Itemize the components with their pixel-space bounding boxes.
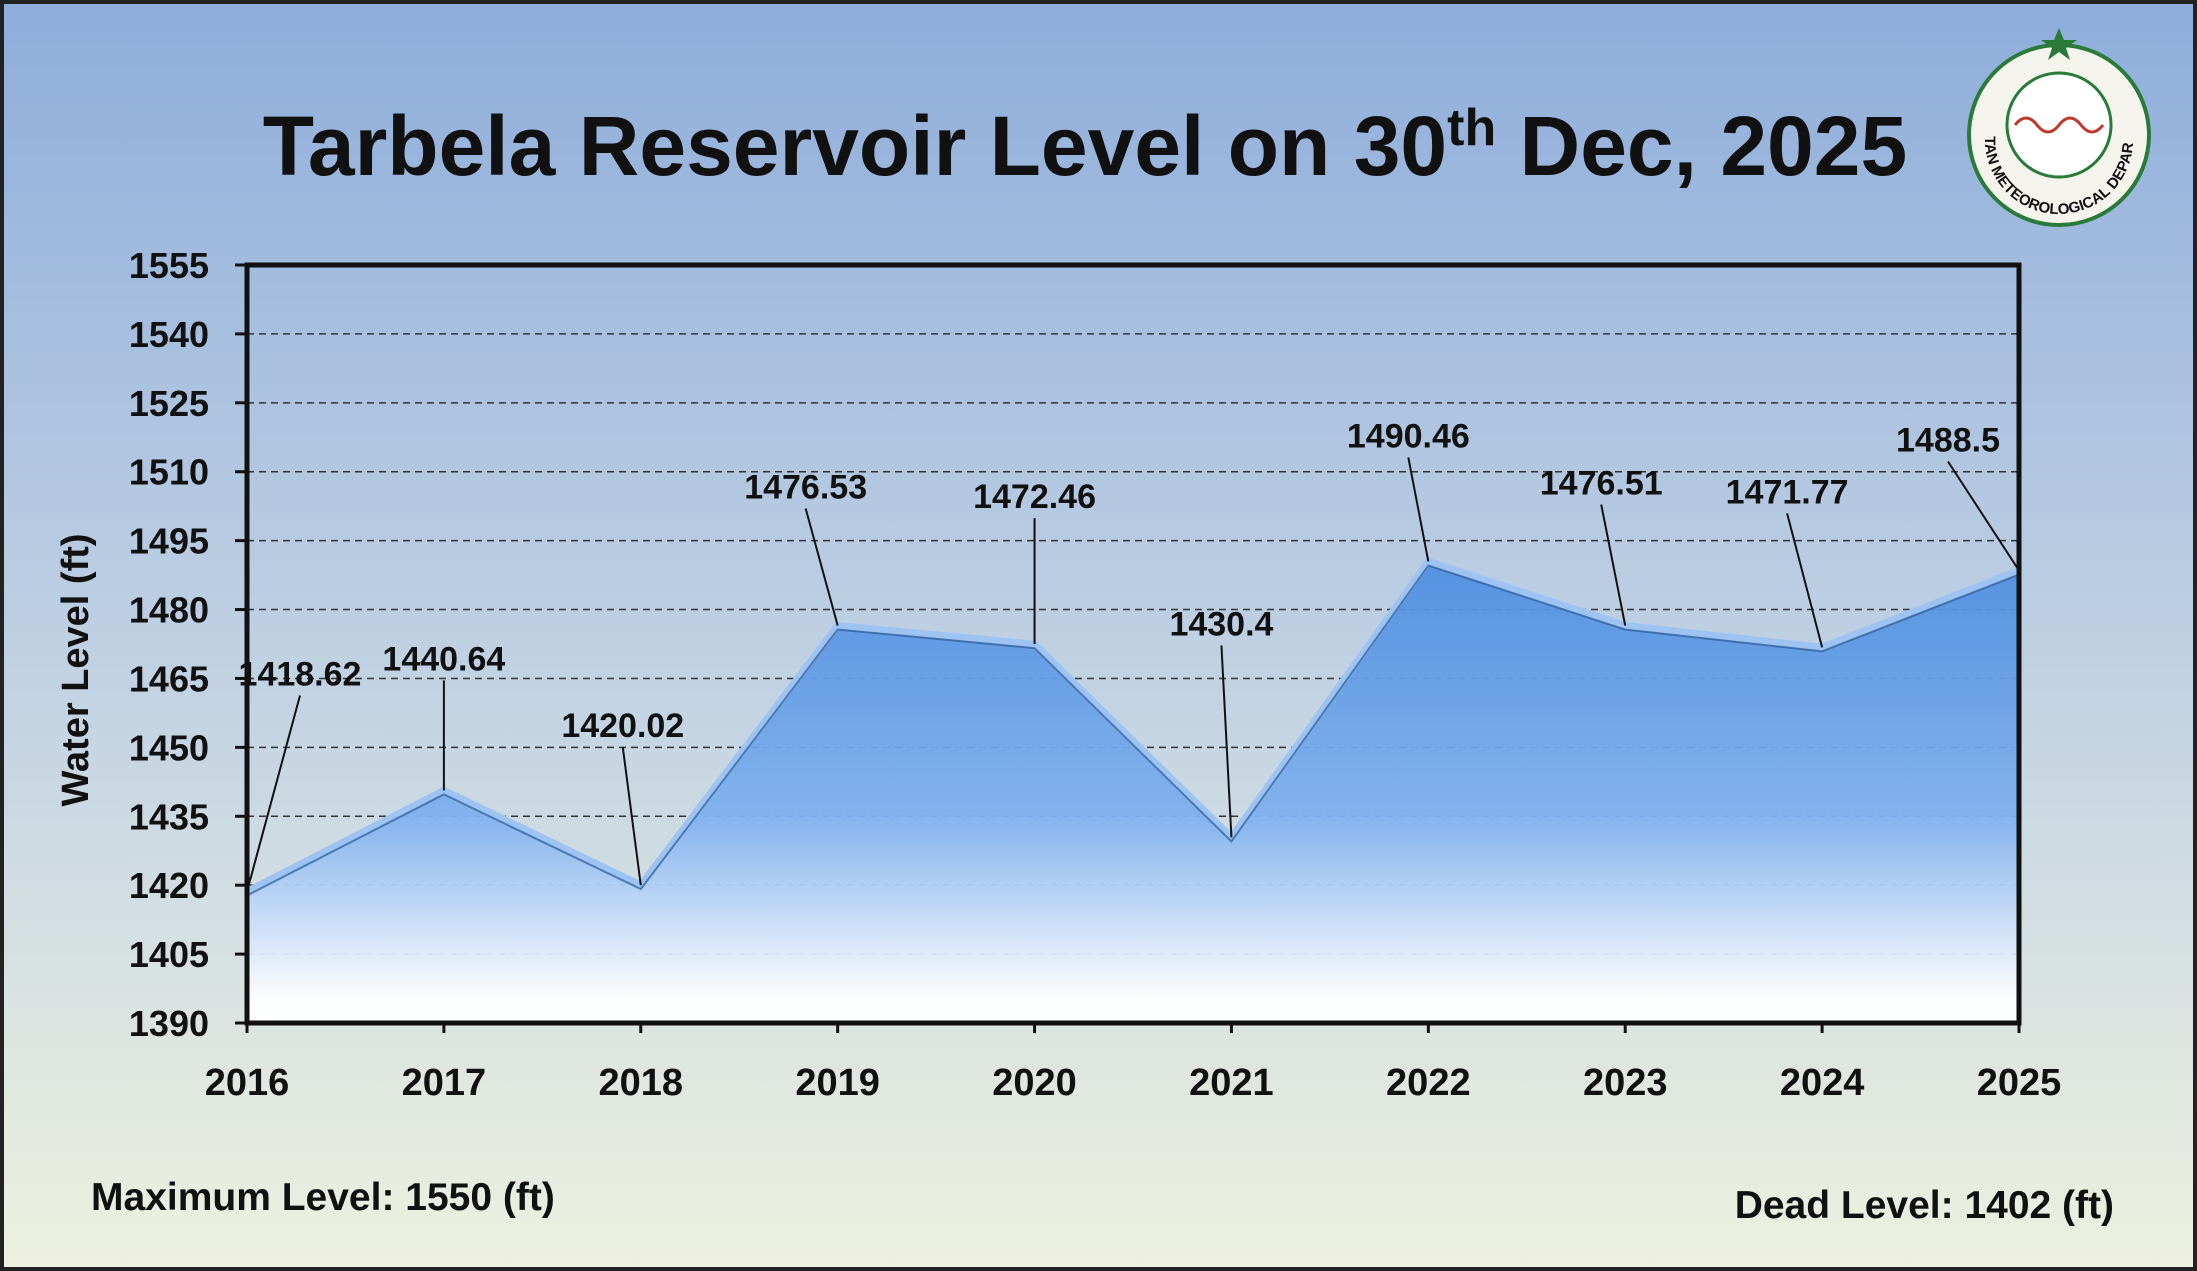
- y-tick-label: 1465: [129, 658, 209, 699]
- leader-line: [1407, 457, 1430, 562]
- data-label: 1430.4: [1169, 605, 1273, 643]
- data-label: 1471.77: [1726, 473, 1849, 511]
- area: [247, 561, 2019, 1023]
- data-label: 1476.53: [744, 468, 867, 506]
- x-tick-label: 2024: [1780, 1062, 1865, 1104]
- data-label: 1420.02: [561, 707, 684, 745]
- leader-line: [246, 695, 301, 892]
- x-tick-label: 2022: [1386, 1062, 1471, 1104]
- y-tick-label: 1540: [129, 314, 209, 355]
- y-tick-label: 1525: [129, 383, 209, 424]
- annotation: Dead Level: 1402 (ft): [1735, 1184, 2114, 1227]
- x-tick-label: 2023: [1583, 1062, 1668, 1104]
- x-tick-label: 2021: [1189, 1062, 1274, 1104]
- area-edge: [245, 557, 2021, 895]
- data-label: 1490.46: [1347, 417, 1470, 455]
- leader-line: [1947, 460, 2020, 572]
- logo-star: [2041, 28, 2077, 60]
- leader-line: [621, 746, 642, 886]
- data-label: 1488.5: [1896, 421, 2000, 459]
- y-axis-label: Water Level (ft): [55, 533, 97, 806]
- plot-border: [244, 262, 2022, 1026]
- leader-line: [1600, 504, 1627, 626]
- chart-title: Tarbela Reservoir Level on 30th Dec, 202…: [263, 99, 1907, 193]
- y-tick-label: 1435: [129, 796, 209, 837]
- x-tick-label: 2025: [1977, 1062, 2062, 1104]
- logo-wave: [2013, 116, 2105, 134]
- data-label: 1472.46: [973, 478, 1096, 516]
- title-superscript: th: [1447, 99, 1496, 157]
- x-tick-label: 2016: [205, 1062, 290, 1104]
- data-label: 1476.51: [1540, 465, 1663, 503]
- y-tick-label: 1420: [129, 865, 209, 906]
- data-label: 1440.64: [382, 640, 505, 678]
- y-tick-label: 1450: [129, 727, 209, 768]
- x-tick-label: 2017: [402, 1062, 487, 1104]
- data-label: 1418.62: [239, 656, 362, 694]
- leader-line: [804, 508, 839, 626]
- leader-line: [1786, 513, 1824, 648]
- x-tick-label: 2020: [992, 1062, 1077, 1104]
- y-tick-label: 1495: [129, 521, 209, 562]
- x-tick-label: 2018: [599, 1062, 684, 1104]
- title-part: Dec, 2025: [1496, 99, 1907, 193]
- annotation: Maximum Level: 1550 (ft): [91, 1176, 555, 1219]
- y-tick-label: 1405: [129, 934, 209, 975]
- y-tick-label: 1510: [129, 452, 209, 493]
- y-tick-label: 1390: [129, 1003, 209, 1044]
- x-tick-label: 2019: [795, 1062, 880, 1104]
- y-tick-label: 1555: [129, 245, 209, 286]
- title-part: Tarbela Reservoir Level on 30: [263, 99, 1447, 193]
- area-edge-shadow: [246, 564, 2020, 897]
- leader-line: [1220, 645, 1233, 838]
- y-tick-label: 1480: [129, 590, 209, 631]
